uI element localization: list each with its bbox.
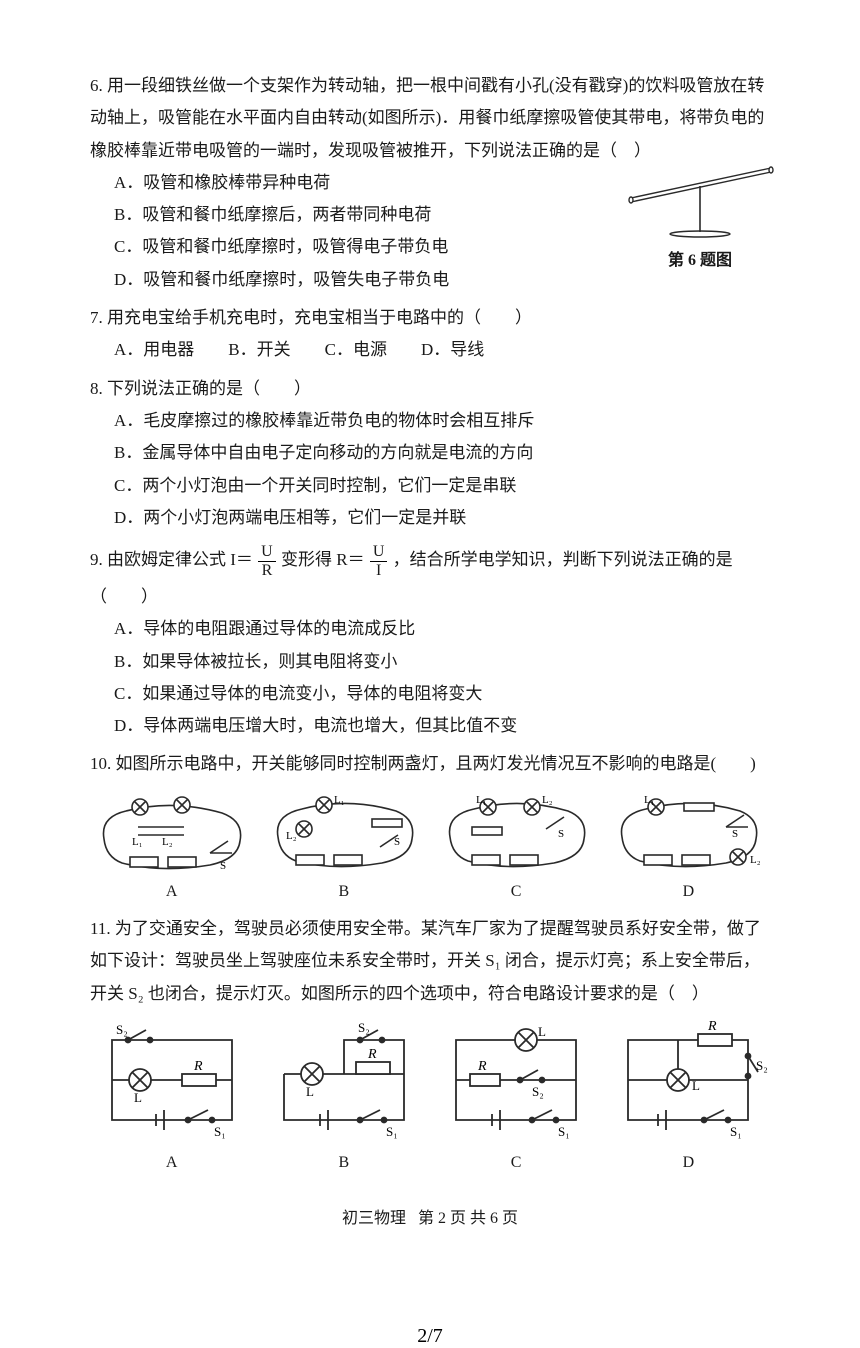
question-11: 11. 为了交通安全，驾驶员必须使用安全带。某汽车厂家为了提醒驾驶员系好安全带，… — [90, 913, 770, 1178]
svg-text:L₂: L₂ — [162, 836, 173, 848]
svg-text:S₂: S₂ — [532, 1084, 544, 1099]
q10-fig-c: L₁ L₂ S C — [435, 787, 598, 907]
footer-page: 第 2 页 共 6 页 — [418, 1210, 518, 1227]
svg-text:L₁: L₁ — [476, 794, 487, 806]
q9-opt-d: D．导体两端电压增大时，电流也增大，但其比值不变 — [90, 710, 770, 742]
q10-fig-b: L₁ L₂ S B — [262, 787, 425, 907]
svg-text:L₂: L₂ — [542, 794, 553, 806]
question-9: 9. 由欧姆定律公式 I＝ U R 变形得 R＝ U I ，结合所学电学知识，判… — [90, 540, 770, 742]
q11-figures: S₂ L R S₁ A — [90, 1020, 770, 1178]
page-indicator: 2/7 — [0, 1325, 860, 1348]
q8-opt-c: C．两个小灯泡由一个开关同时控制，它们一定是串联 — [90, 470, 770, 502]
q7-options: A．用电器 B．开关 C．电源 D．导线 — [90, 334, 770, 366]
q9-frac-1: U R — [258, 543, 276, 579]
q11-fig-b: S₂ L R S₁ B — [262, 1020, 425, 1178]
q9-opt-a: A．导体的电阻跟通过导体的电流成反比 — [90, 613, 770, 645]
q11-fig-a: S₂ L R S₁ A — [90, 1020, 253, 1178]
q10-label-b: B — [262, 877, 425, 907]
q9-stem: 9. 由欧姆定律公式 I＝ U R 变形得 R＝ U I ，结合所学电学知识，判… — [90, 540, 770, 581]
question-10: 10. 如图所示电路中，开关能够同时控制两盏灯，且两灯发光情况互不影响的电路是(… — [90, 748, 770, 907]
q10-label-d: D — [607, 877, 770, 907]
q9-opt-b: B．如果导体被拉长，则其电阻将变小 — [90, 646, 770, 678]
q11-label-b: B — [262, 1148, 425, 1178]
svg-text:L: L — [692, 1078, 700, 1093]
svg-text:R: R — [477, 1059, 487, 1074]
q9-frac-2: U I — [370, 543, 388, 579]
q9-pre: 9. 由欧姆定律公式 I＝ — [90, 550, 253, 569]
svg-text:S: S — [558, 828, 564, 840]
q8-opt-d: D．两个小灯泡两端电压相等，它们一定是并联 — [90, 502, 770, 534]
q6-stem: 6. 用一段细铁丝做一个支架作为转动轴，把一根中间戳有小孔(没有戳穿)的饮料吸管… — [90, 70, 770, 167]
straw-stand-diagram — [625, 158, 775, 238]
q8-opt-b: B．金属导体中自由电子定向移动的方向就是电流的方向 — [90, 437, 770, 469]
svg-text:R: R — [193, 1059, 203, 1074]
question-6: 6. 用一段细铁丝做一个支架作为转动轴，把一根中间戳有小孔(没有戳穿)的饮料吸管… — [90, 70, 770, 296]
q10-fig-d: L₁ S L₂ D — [607, 787, 770, 907]
q7-stem: 7. 用充电宝给手机充电时，充电宝相当于电路中的（ ） — [90, 302, 770, 334]
svg-text:L: L — [134, 1090, 142, 1105]
question-8: 8. 下列说法正确的是（ ） A．毛皮摩擦过的橡胶棒靠近带负电的物体时会相互排斥… — [90, 373, 770, 534]
q10-label-c: C — [435, 877, 598, 907]
q10-fig-a: L₁ L₂ S A — [90, 787, 253, 907]
q11-fig-c: L R S₂ S₁ C — [435, 1020, 598, 1178]
q10-label-a: A — [90, 877, 253, 907]
svg-text:L: L — [306, 1084, 314, 1099]
q6-figure: 第 6 题图 — [620, 158, 780, 276]
q10-stem: 10. 如图所示电路中，开关能够同时控制两盏灯，且两灯发光情况互不影响的电路是(… — [90, 748, 770, 780]
q8-opt-a: A．毛皮摩擦过的橡胶棒靠近带负电的物体时会相互排斥 — [90, 405, 770, 437]
q9-tail: （ ） — [90, 581, 770, 613]
q9-opt-c: C．如果通过导体的电流变小，导体的电阻将变大 — [90, 678, 770, 710]
q6-caption: 第 6 题图 — [620, 246, 780, 276]
svg-text:S₁: S₁ — [558, 1124, 570, 1139]
question-7: 7. 用充电宝给手机充电时，充电宝相当于电路中的（ ） A．用电器 B．开关 C… — [90, 302, 770, 367]
svg-text:S₁: S₁ — [386, 1124, 398, 1139]
q11-label-d: D — [607, 1148, 770, 1178]
svg-text:S: S — [732, 828, 738, 840]
q8-stem: 8. 下列说法正确的是（ ） — [90, 373, 770, 405]
page-footer: 初三物理 第 2 页 共 6 页 — [90, 1204, 770, 1234]
svg-text:S₁: S₁ — [214, 1124, 226, 1139]
svg-text:L₁: L₁ — [644, 794, 655, 806]
q11-stem: 11. 为了交通安全，驾驶员必须使用安全带。某汽车厂家为了提醒驾驶员系好安全带，… — [90, 913, 770, 1010]
q11-label-a: A — [90, 1148, 253, 1178]
svg-text:L₁: L₁ — [132, 836, 143, 848]
svg-text:S₂: S₂ — [116, 1022, 128, 1037]
q9-mid1: 变形得 R＝ — [281, 550, 365, 569]
svg-text:S₁: S₁ — [730, 1124, 742, 1139]
svg-text:L₂: L₂ — [286, 830, 297, 842]
footer-subject: 初三物理 — [342, 1210, 406, 1227]
svg-text:S: S — [220, 860, 226, 872]
svg-text:S₂: S₂ — [358, 1020, 370, 1035]
svg-text:R: R — [367, 1047, 377, 1062]
svg-text:L₂: L₂ — [750, 854, 761, 866]
svg-text:L₁: L₁ — [334, 794, 345, 806]
svg-text:R: R — [707, 1020, 717, 1034]
exam-page: 6. 用一段细铁丝做一个支架作为转动轴，把一根中间戳有小孔(没有戳穿)的饮料吸管… — [0, 0, 860, 1275]
q11-label-c: C — [435, 1148, 598, 1178]
svg-text:S: S — [394, 836, 400, 848]
q10-figures: L₁ L₂ S A L₁ L₂ — [90, 787, 770, 907]
q11-fig-d: R S₂ L S₁ D — [607, 1020, 770, 1178]
svg-text:L: L — [538, 1024, 546, 1039]
svg-text:S₂: S₂ — [756, 1058, 768, 1073]
q9-mid2: ，结合所学电学知识，判断下列说法正确的是 — [393, 550, 733, 569]
